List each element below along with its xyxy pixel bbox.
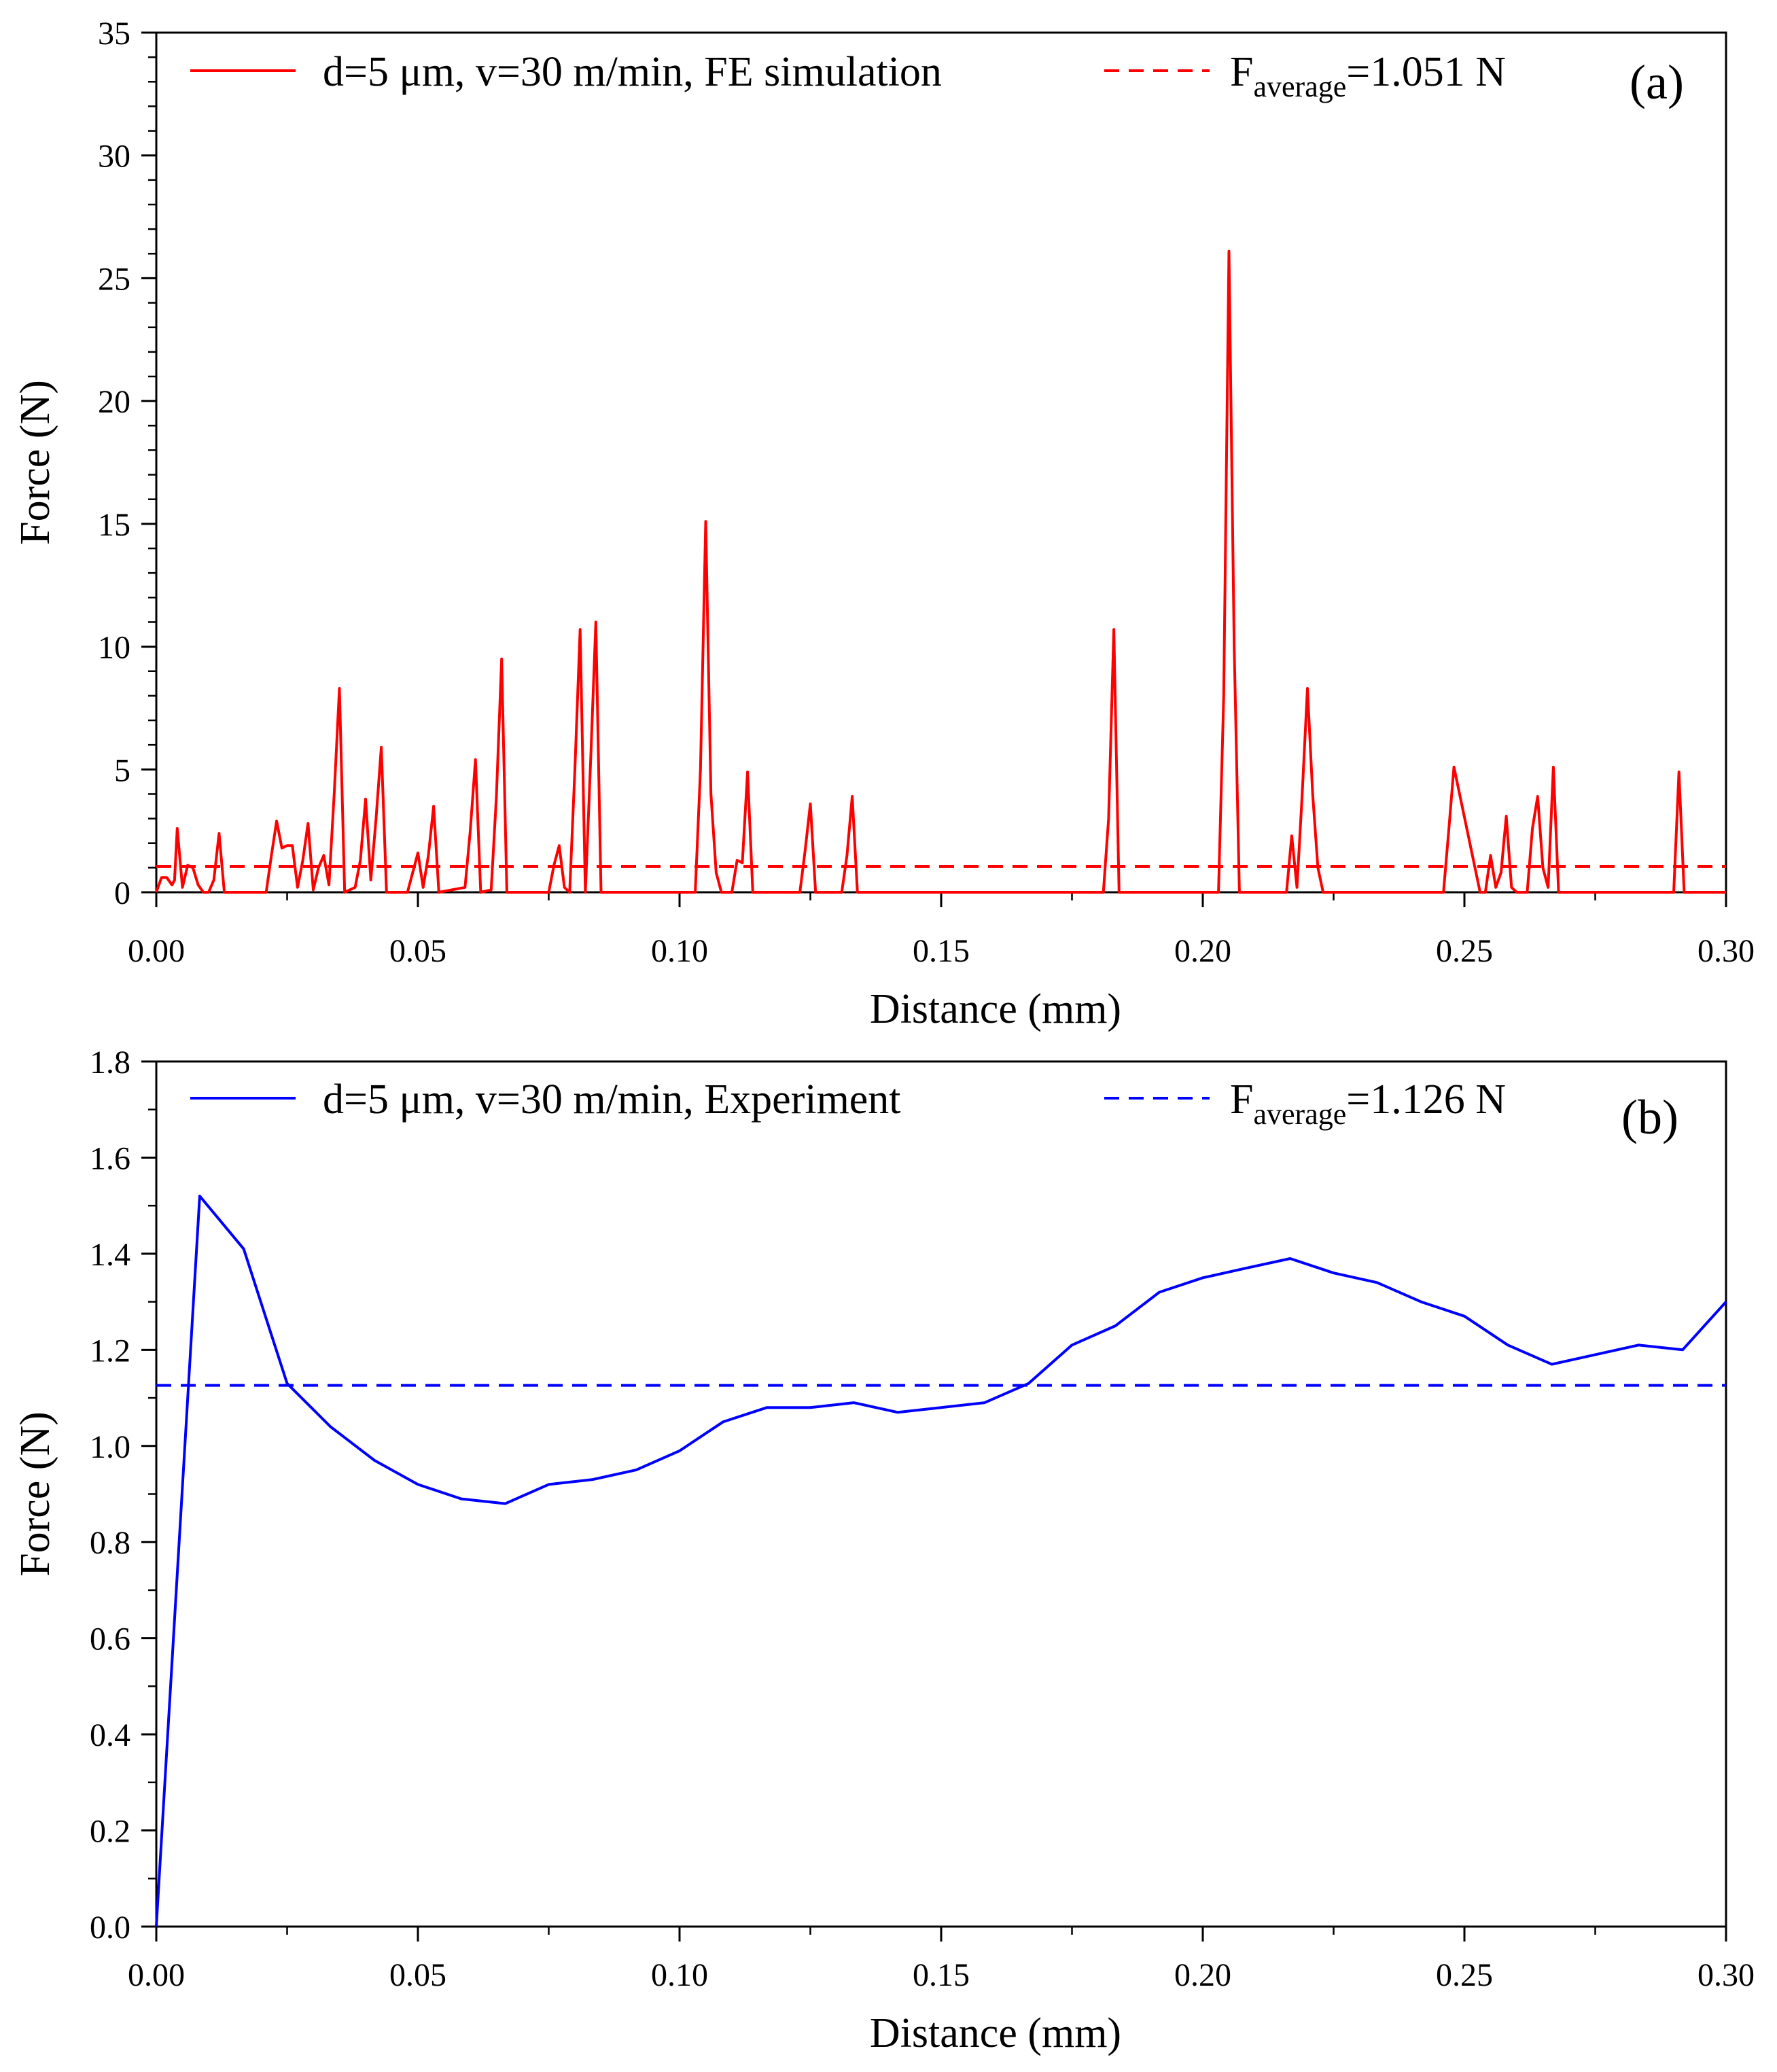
y-tick-label: 1.2 [90, 1333, 130, 1369]
legend-a: d=5 μm, v=30 m/min, FE simulation Faverag… [190, 49, 1506, 103]
legend-average-value: =1.126 N [1346, 1076, 1506, 1123]
chart-panel-b: 0.00 0.05 0.10 0.15 0.20 0.25 0.30 0.0 0.2 0.4 0.6… [12, 1044, 1755, 2056]
x-tick-label: 0.00 [128, 933, 185, 969]
x-tick-label: 0.05 [389, 1957, 446, 1993]
y-tick-label: 1.6 [90, 1140, 130, 1176]
x-tick-label: 0.00 [128, 1957, 185, 1993]
panel-label-b: (b) [1621, 1090, 1678, 1144]
legend-series-label: d=5 μm, v=30 m/min, FE simulation [323, 49, 942, 95]
x-axis-title: Distance (mm) [870, 986, 1121, 1032]
panel-label-a: (a) [1630, 55, 1684, 109]
y-tick-label: 1.4 [90, 1237, 130, 1273]
x-tick-label: 0.10 [651, 933, 708, 969]
x-tick-label: 0.20 [1174, 1957, 1231, 1993]
legend-average-label: Faverage=1.126 N [1230, 1076, 1506, 1131]
y-tick-label: 0.6 [90, 1621, 130, 1657]
y-axis-title: Force (N) [12, 380, 58, 545]
x-tick-label: 0.30 [1697, 933, 1755, 969]
y-tick-label: 1.8 [90, 1044, 130, 1081]
y-tick-label: 0.4 [90, 1717, 130, 1753]
legend-average-subscript: average [1253, 1098, 1346, 1131]
legend-average-symbol: F [1230, 1076, 1253, 1123]
series-line-b [155, 1195, 1727, 1927]
legend-average-subscript: average [1253, 70, 1346, 103]
x-tick-label: 0.30 [1697, 1957, 1755, 1993]
series-line-a [155, 249, 1726, 894]
y-tick-label: 35 [98, 16, 130, 52]
legend-average-value: =1.051 N [1346, 49, 1506, 95]
x-tick-label: 0.15 [913, 933, 970, 969]
y-tick-label: 5 [114, 752, 130, 788]
x-tick-label: 0.20 [1174, 933, 1231, 969]
plot-frame [155, 1060, 1727, 1928]
y-tick-label: 30 [98, 139, 130, 175]
x-tick-label: 0.25 [1436, 933, 1493, 969]
x-tick-label: 0.10 [651, 1957, 708, 1993]
legend-average-symbol: F [1230, 49, 1253, 95]
y-axis-title: Force (N) [12, 1411, 58, 1577]
legend-average-label: Faverage=1.051 N [1230, 49, 1506, 103]
y-tick-label: 15 [98, 507, 130, 543]
y-tick-label: 0 [114, 875, 130, 911]
y-tick-label: 1.0 [90, 1429, 130, 1465]
legend-b: d=5 μm, v=30 m/min, Experiment Faverage=1… [190, 1076, 1506, 1131]
y-tick-label: 0.8 [90, 1525, 130, 1561]
plot-frame [155, 31, 1727, 894]
x-tick-label: 0.05 [389, 933, 446, 969]
x-tick-label: 0.25 [1436, 1957, 1493, 1993]
y-tick-label: 0.2 [90, 1814, 130, 1850]
chart-panel-a: 0.00 0.05 0.10 0.15 0.20 0.25 0.30 0 5 10 15 20 25 30… [12, 16, 1755, 1032]
x-tick-label: 0.15 [913, 1957, 970, 1993]
y-tick-label: 10 [98, 630, 130, 666]
x-axis-title: Distance (mm) [870, 2010, 1121, 2056]
legend-series-label: d=5 μm, v=30 m/min, Experiment [323, 1076, 901, 1123]
y-tick-label: 25 [98, 261, 130, 297]
y-tick-label: 20 [98, 384, 130, 420]
y-tick-label: 0.0 [90, 1910, 130, 1946]
